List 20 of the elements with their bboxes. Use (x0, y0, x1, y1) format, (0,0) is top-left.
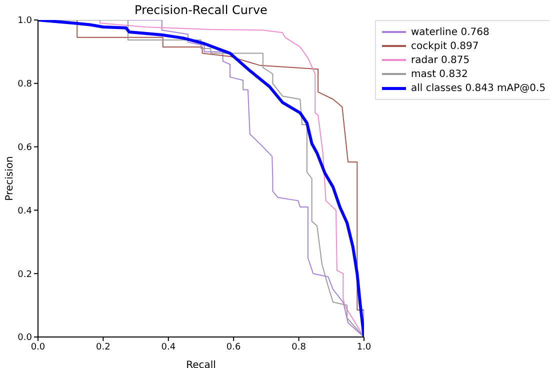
x-tick-label: 0.2 (96, 342, 110, 352)
y-tick-label: 1.0 (18, 16, 32, 26)
legend-label: all classes 0.843 mAP@0.5 (411, 82, 546, 94)
x-tick-label: 0.0 (30, 342, 46, 352)
x-tick-label: 0.8 (292, 342, 306, 352)
y-tick-label: 0.2 (18, 270, 32, 280)
x-axis-title: Recall (186, 360, 216, 368)
y-tick-label: 0.8 (18, 80, 32, 90)
legend-label: cockpit 0.897 (411, 40, 479, 52)
legend-label: mast 0.832 (411, 68, 468, 80)
y-tick-label: 0.6 (18, 142, 32, 153)
y-tick-label: 0.4 (18, 206, 32, 216)
legend-label: radar 0.875 (411, 54, 470, 66)
x-tick-label: 0.6 (226, 342, 242, 352)
y-axis-title: Precision (4, 156, 16, 201)
legend-label: waterline 0.768 (411, 26, 490, 38)
x-tick-label: 0.4 (161, 342, 176, 352)
chart-title: Precision-Recall Curve (134, 3, 268, 17)
x-tick-label: 1.0 (356, 342, 372, 352)
y-tick-label: 0.0 (18, 333, 32, 344)
